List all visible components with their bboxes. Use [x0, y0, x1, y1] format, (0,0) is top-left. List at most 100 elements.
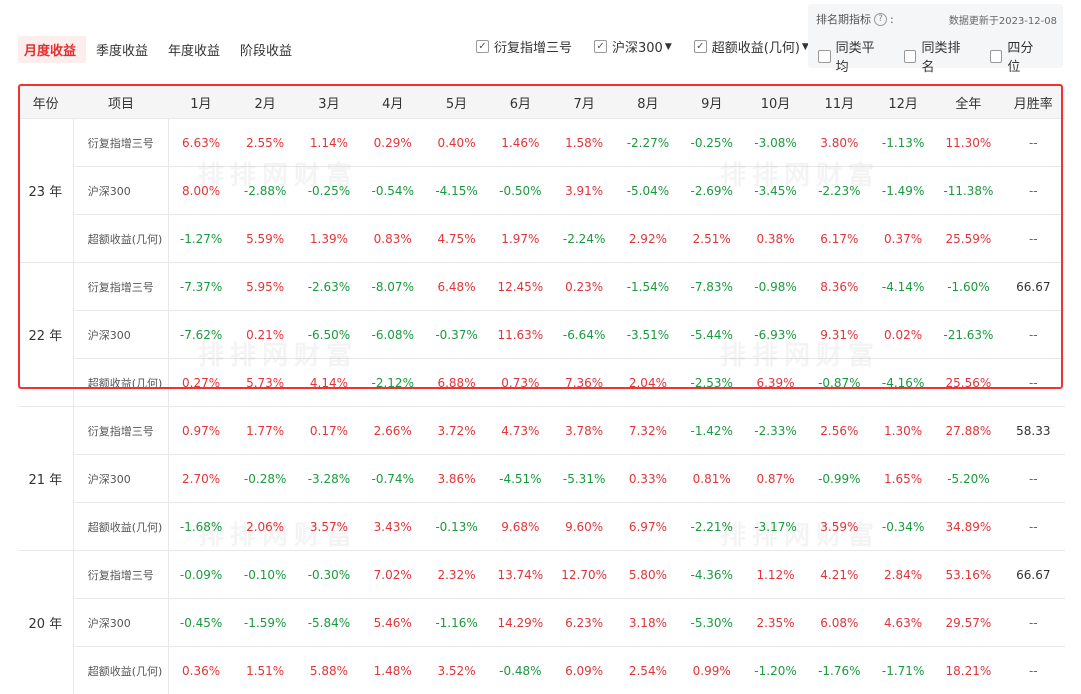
monthly-return-cell: 3.43%	[361, 503, 425, 551]
monthly-return-cell: 3.86%	[425, 455, 488, 503]
monthly-return-cell: 0.97%	[169, 407, 233, 455]
win-rate-cell: 66.67	[1002, 263, 1065, 311]
table-row: 沪深300-7.62%0.21%-6.50%-6.08%-0.37%11.63%…	[18, 311, 1065, 359]
checkbox-checked-icon[interactable]: ✓	[694, 40, 707, 53]
rank-indicator-panel: 排名期指标 ? : 数据更新于2023-12-08 同类平均 同类排名 四分位	[808, 4, 1063, 68]
option-category-average[interactable]: 同类平均	[818, 37, 886, 75]
monthly-return-cell: 4.63%	[871, 599, 935, 647]
tab-stage[interactable]: 阶段收益	[234, 36, 302, 63]
monthly-return-cell: 8.00%	[169, 167, 233, 215]
monthly-return-cell: 0.83%	[361, 215, 425, 263]
monthly-return-cell: -0.28%	[233, 455, 297, 503]
option-quartile-label: 四分位	[1007, 37, 1045, 75]
checkbox-empty-icon[interactable]	[990, 50, 1003, 63]
monthly-return-cell: 3.72%	[425, 407, 488, 455]
monthly-return-cell: -6.08%	[361, 311, 425, 359]
column-header: 全年	[935, 86, 1001, 119]
annual-return-cell: -5.20%	[935, 455, 1001, 503]
help-icon[interactable]: ?	[874, 13, 887, 26]
monthly-return-cell: 2.04%	[616, 359, 680, 407]
monthly-return-cell: 3.80%	[808, 119, 871, 167]
monthly-return-cell: -6.64%	[552, 311, 615, 359]
monthly-return-cell: 6.17%	[808, 215, 871, 263]
checkbox-empty-icon[interactable]	[818, 50, 831, 63]
column-header: 5月	[425, 86, 488, 119]
checkbox-empty-icon[interactable]	[904, 50, 917, 63]
monthly-return-cell: -0.25%	[680, 119, 743, 167]
toggle-benchmark-label: 沪深300	[612, 37, 663, 56]
monthly-return-cell: 3.59%	[808, 503, 871, 551]
monthly-return-cell: 2.70%	[169, 455, 233, 503]
column-header: 7月	[552, 86, 615, 119]
win-rate-cell: 66.67	[1002, 551, 1065, 599]
monthly-return-cell: -0.34%	[871, 503, 935, 551]
monthly-return-cell: 4.75%	[425, 215, 488, 263]
monthly-return-cell: 14.29%	[488, 599, 552, 647]
monthly-return-cell: -0.09%	[169, 551, 233, 599]
monthly-return-cell: 4.14%	[297, 359, 360, 407]
monthly-return-cell: 0.87%	[743, 455, 807, 503]
column-header: 年份	[18, 86, 73, 119]
monthly-return-cell: -0.13%	[425, 503, 488, 551]
win-rate-cell: --	[1002, 647, 1065, 694]
option-category-rank-label: 同类排名	[921, 37, 971, 75]
monthly-return-cell: 5.88%	[297, 647, 360, 694]
column-header: 12月	[871, 86, 935, 119]
annual-return-cell: -1.60%	[935, 263, 1001, 311]
monthly-return-cell: 8.36%	[808, 263, 871, 311]
win-rate-cell: --	[1002, 167, 1065, 215]
tab-yearly[interactable]: 年度收益	[162, 36, 230, 63]
annual-return-cell: 25.59%	[935, 215, 1001, 263]
year-cell: 22 年	[18, 263, 73, 407]
monthly-return-cell: -0.30%	[297, 551, 360, 599]
monthly-return-cell: 2.66%	[361, 407, 425, 455]
monthly-return-cell: -2.88%	[233, 167, 297, 215]
monthly-return-cell: -1.27%	[169, 215, 233, 263]
column-header: 11月	[808, 86, 871, 119]
monthly-return-cell: -3.28%	[297, 455, 360, 503]
monthly-return-cell: 1.46%	[488, 119, 552, 167]
monthly-return-cell: 1.65%	[871, 455, 935, 503]
rank-title: 排名期指标 ? :	[816, 11, 894, 27]
table-row: 超额收益(几何)-1.68%2.06%3.57%3.43%-0.13%9.68%…	[18, 503, 1065, 551]
monthly-return-cell: -0.54%	[361, 167, 425, 215]
monthly-return-cell: -7.83%	[680, 263, 743, 311]
tab-monthly[interactable]: 月度收益	[18, 36, 86, 63]
monthly-return-cell: -0.25%	[297, 167, 360, 215]
monthly-return-cell: 1.97%	[488, 215, 552, 263]
series-toolbar: ✓ 衍复指增三号 ✓ 沪深300 ▼ ✓ 超额收益(几何) ▼	[476, 37, 831, 56]
toggle-benchmark[interactable]: ✓ 沪深300 ▼	[594, 37, 672, 56]
monthly-return-cell: 2.56%	[808, 407, 871, 455]
annual-return-cell: 18.21%	[935, 647, 1001, 694]
monthly-return-cell: -6.93%	[743, 311, 807, 359]
item-cell: 超额收益(几何)	[73, 647, 168, 694]
tab-quarterly[interactable]: 季度收益	[90, 36, 158, 63]
monthly-return-cell: 2.54%	[616, 647, 680, 694]
win-rate-cell: --	[1002, 311, 1065, 359]
monthly-return-cell: -3.08%	[743, 119, 807, 167]
table-row: 22 年衍复指增三号-7.37%5.95%-2.63%-8.07%6.48%12…	[18, 263, 1065, 311]
rank-title-colon: :	[890, 13, 894, 26]
monthly-return-cell: -1.42%	[680, 407, 743, 455]
table-row: 超额收益(几何)-1.27%5.59%1.39%0.83%4.75%1.97%-…	[18, 215, 1065, 263]
checkbox-checked-icon[interactable]: ✓	[476, 40, 489, 53]
monthly-return-cell: -2.24%	[552, 215, 615, 263]
monthly-return-cell: -8.07%	[361, 263, 425, 311]
table-row: 沪深300-0.45%-1.59%-5.84%5.46%-1.16%14.29%…	[18, 599, 1065, 647]
checkbox-checked-icon[interactable]: ✓	[594, 40, 607, 53]
table-row: 超额收益(几何)0.36%1.51%5.88%1.48%3.52%-0.48%6…	[18, 647, 1065, 694]
option-category-rank[interactable]: 同类排名	[904, 37, 972, 75]
item-cell: 衍复指增三号	[73, 407, 168, 455]
option-quartile[interactable]: 四分位	[990, 37, 1045, 75]
caret-down-icon[interactable]: ▼	[665, 42, 672, 52]
toggle-excess[interactable]: ✓ 超额收益(几何) ▼	[694, 37, 809, 56]
column-header: 10月	[743, 86, 807, 119]
monthly-return-cell: 9.31%	[808, 311, 871, 359]
win-rate-cell: 58.33	[1002, 407, 1065, 455]
monthly-return-cell: -5.31%	[552, 455, 615, 503]
toggle-fund[interactable]: ✓ 衍复指增三号	[476, 37, 572, 56]
annual-return-cell: 11.30%	[935, 119, 1001, 167]
monthly-return-cell: -6.50%	[297, 311, 360, 359]
year-cell: 20 年	[18, 551, 73, 694]
